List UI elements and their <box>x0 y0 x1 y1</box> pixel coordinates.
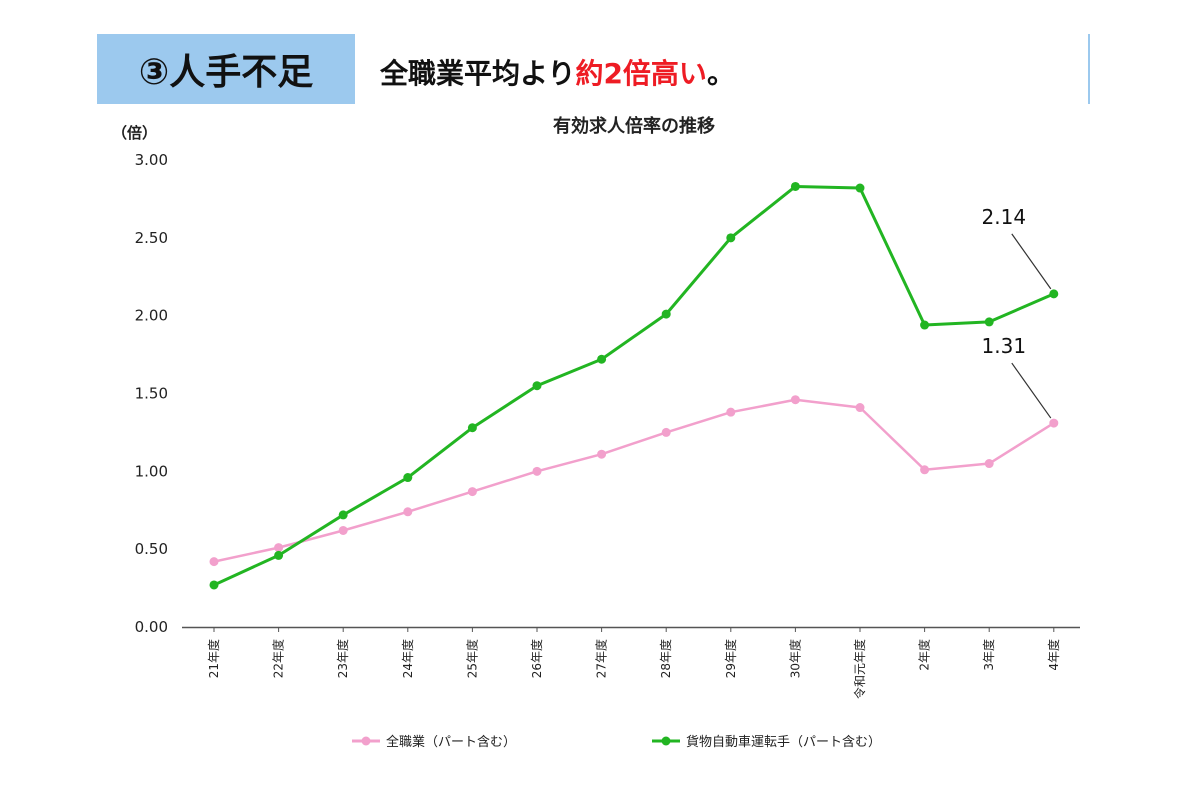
chart-title-text: 有効求人倍率の推移 <box>553 116 715 137</box>
legend-swatch-marker <box>661 736 671 746</box>
data-point <box>532 381 542 391</box>
x-tick-label: 3年度 <box>981 639 996 671</box>
data-point <box>209 580 219 590</box>
legend-label: 貨物自動車運転手（パート含む） <box>686 734 881 750</box>
data-point <box>403 473 413 483</box>
data-point <box>1049 418 1059 428</box>
x-tick-label: 4年度 <box>1046 639 1061 671</box>
headline: 全職業平均より約2倍高い。 <box>380 52 735 92</box>
callout-label-0: 2.14 <box>982 205 1027 229</box>
section-badge: ③人手不足 <box>97 34 355 104</box>
data-point <box>920 320 930 330</box>
x-tick-label: 28年度 <box>658 639 673 678</box>
data-point <box>726 407 736 417</box>
data-point <box>403 507 413 517</box>
data-point <box>984 459 994 469</box>
data-point <box>790 395 800 405</box>
x-tick-label: 2年度 <box>917 639 932 671</box>
y-tick-label: 3.00 <box>135 151 168 169</box>
data-point <box>920 465 930 475</box>
data-point <box>274 550 284 560</box>
data-point <box>661 309 671 319</box>
legend-swatch-marker <box>361 736 371 746</box>
y-tick-label: 0.00 <box>135 618 168 636</box>
y-tick-label: 2.50 <box>135 229 168 247</box>
legend-label: 全職業（パート含む） <box>386 734 516 750</box>
data-point <box>274 543 284 553</box>
series-line-1 <box>213 184 1055 587</box>
data-point <box>790 181 800 191</box>
data-point <box>338 510 348 520</box>
data-point <box>532 466 542 476</box>
x-tick-label: 23年度 <box>335 639 350 678</box>
chart-title: 有効求人倍率の推移 <box>0 112 1198 138</box>
y-tick-label: 1.50 <box>135 385 168 403</box>
callout-leader <box>1011 362 1052 419</box>
data-point <box>855 403 865 413</box>
x-tick-label: 令和元年度 <box>852 639 867 699</box>
data-point <box>984 317 994 327</box>
data-point <box>467 423 477 433</box>
data-point <box>338 525 348 535</box>
y-tick-label: 2.00 <box>135 307 168 325</box>
data-point <box>597 449 607 459</box>
x-tick-label: 26年度 <box>529 639 544 678</box>
data-point <box>209 557 219 567</box>
data-point <box>726 233 736 243</box>
x-tick-label: 24年度 <box>400 639 415 678</box>
x-tick-label: 30年度 <box>787 639 802 678</box>
x-tick-label: 22年度 <box>271 639 286 678</box>
y-axis-unit: （倍） <box>112 124 158 142</box>
x-tick-label: 29年度 <box>723 639 738 678</box>
y-tick-label: 1.00 <box>135 462 168 480</box>
series-line-0 <box>213 398 1055 563</box>
data-point <box>597 354 607 364</box>
data-point <box>467 487 477 497</box>
callout-label-1: 1.31 <box>982 334 1027 358</box>
headline-accent: 約2倍高い <box>575 57 707 90</box>
data-point <box>855 183 865 193</box>
header-divider <box>1088 34 1090 104</box>
data-point <box>661 427 671 437</box>
callout-leader <box>1011 233 1052 290</box>
y-tick-label: 0.50 <box>135 540 168 558</box>
headline-suffix: 。 <box>706 57 735 90</box>
x-tick-label: 21年度 <box>206 639 221 678</box>
x-tick-label: 25年度 <box>464 639 479 678</box>
headline-prefix: 全職業平均より <box>380 57 576 90</box>
x-tick-label: 27年度 <box>594 639 609 678</box>
data-point <box>1049 289 1059 299</box>
